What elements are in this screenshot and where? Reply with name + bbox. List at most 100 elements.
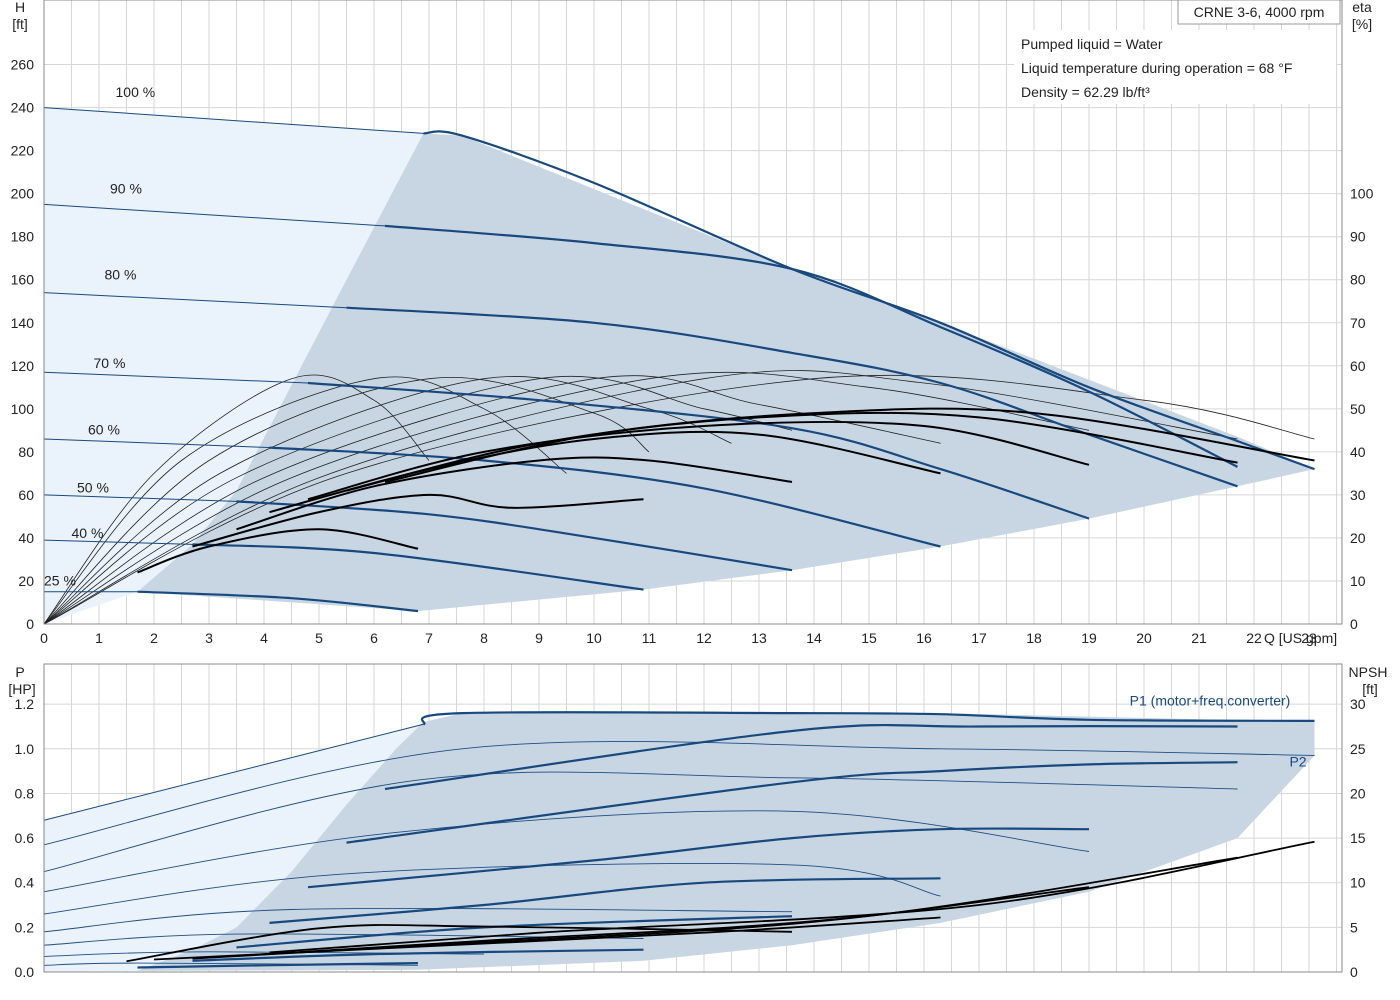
p2-curve bbox=[43, 907, 793, 933]
p1-curves bbox=[43, 711, 1315, 969]
y-tick-label: 0.0 bbox=[15, 964, 35, 980]
y2-tick-label: 100 bbox=[1350, 186, 1374, 202]
efficiency-curve bbox=[346, 411, 1238, 492]
speed-label: 60 % bbox=[88, 422, 120, 438]
x-tick-label: 20 bbox=[1136, 630, 1152, 646]
y-tick-label: 240 bbox=[11, 100, 35, 116]
npsh-y-tick-labels: 0 5 10 15 20 25 30 bbox=[1350, 696, 1366, 980]
efficiency-thin-curves bbox=[43, 370, 1315, 625]
y-tick-label: 0.2 bbox=[15, 919, 35, 935]
y-axis-label-p: P bbox=[15, 664, 24, 680]
speed-label: 90 % bbox=[110, 181, 142, 197]
x-tick-label: 12 bbox=[696, 630, 712, 646]
x-axis-label: Q [US gpm] bbox=[1264, 630, 1337, 646]
y-tick-label: 260 bbox=[11, 57, 35, 73]
head-curve-extension bbox=[43, 292, 347, 309]
head-curve bbox=[236, 500, 793, 572]
p1-curve bbox=[192, 948, 644, 962]
y-tick-label: 120 bbox=[11, 358, 35, 374]
p1-curve bbox=[307, 827, 1090, 889]
y-tick-label: 80 bbox=[18, 444, 34, 460]
p1-curve bbox=[269, 877, 941, 924]
x-tick-label: 7 bbox=[425, 630, 433, 646]
y2-tick-label: 25 bbox=[1350, 741, 1366, 757]
x-tick-label: 21 bbox=[1191, 630, 1207, 646]
efficiency-thin-curve bbox=[43, 374, 1315, 625]
power-operating-area bbox=[137, 713, 1315, 971]
y-tick-label: 160 bbox=[11, 272, 35, 288]
y2-tick-label: 30 bbox=[1350, 696, 1366, 712]
p1-curve bbox=[421, 711, 1315, 726]
y-tick-label: 0.4 bbox=[15, 875, 35, 891]
y-tick-label: 140 bbox=[11, 315, 35, 331]
y2-tick-label: 20 bbox=[1350, 530, 1366, 546]
x-tick-label: 6 bbox=[370, 630, 378, 646]
x-tick-label: 5 bbox=[315, 630, 323, 646]
power-series-labels: P1 (motor+freq.converter) P2 bbox=[1130, 692, 1307, 769]
y-axis-unit-ft: [ft] bbox=[12, 16, 28, 32]
y2-tick-label: 5 bbox=[1350, 919, 1358, 935]
x-tick-label: 3 bbox=[205, 630, 213, 646]
head-curve bbox=[346, 306, 1238, 488]
y2-tick-label: 50 bbox=[1350, 401, 1366, 417]
y2-tick-label: 0 bbox=[1350, 964, 1358, 980]
y-tick-label: 100 bbox=[11, 401, 35, 417]
p2-curve bbox=[43, 741, 1315, 846]
y2-tick-label: 40 bbox=[1350, 444, 1366, 460]
head-curve bbox=[269, 446, 941, 548]
x-tick-label: 19 bbox=[1081, 630, 1097, 646]
y2-axis-label-eta: eta bbox=[1352, 0, 1372, 15]
head-curve-extension bbox=[43, 438, 270, 449]
y-tick-label: 180 bbox=[11, 229, 35, 245]
note-liquid-temperature: Liquid temperature during operation = 68… bbox=[1021, 60, 1292, 76]
x-tick-label: 14 bbox=[806, 630, 822, 646]
power-y-tick-labels: 0.0 0.2 0.4 0.6 0.8 1.0 1.2 bbox=[15, 696, 35, 980]
y-tick-label: 20 bbox=[18, 573, 34, 589]
y2-tick-label: 0 bbox=[1350, 616, 1358, 632]
speed-label: 80 % bbox=[105, 267, 137, 283]
x-tick-label: 1 bbox=[95, 630, 103, 646]
y-tick-label: 60 bbox=[18, 487, 34, 503]
y2-axis-unit-ft: [ft] bbox=[1362, 681, 1378, 697]
speed-label: 25 % bbox=[44, 572, 76, 588]
head-extended-area bbox=[44, 107, 424, 625]
eta-y-tick-labels: 0 10 20 30 40 50 60 70 80 90 100 bbox=[1350, 186, 1374, 632]
notes-box bbox=[1014, 30, 1336, 104]
efficiency-curve bbox=[307, 420, 1090, 501]
p1-curve bbox=[346, 761, 1238, 844]
x-tick-label: 0 bbox=[40, 630, 48, 646]
head-panel-frame bbox=[43, 0, 1343, 625]
head-curve-extension bbox=[43, 107, 424, 134]
head-curve-extension bbox=[43, 539, 193, 545]
efficiency-thin-curve bbox=[43, 370, 1238, 625]
speed-label: 50 % bbox=[77, 480, 109, 496]
y2-tick-label: 80 bbox=[1350, 272, 1366, 288]
y-axis-label-h: H bbox=[15, 0, 25, 15]
y-tick-label: 220 bbox=[11, 143, 35, 159]
speed-label: 40 % bbox=[72, 525, 104, 541]
head-curve bbox=[384, 224, 1238, 468]
y-tick-label: 0.6 bbox=[15, 830, 35, 846]
y2-tick-label: 10 bbox=[1350, 875, 1366, 891]
x-tick-label: 4 bbox=[260, 630, 268, 646]
series-label: P1 (motor+freq.converter) bbox=[1130, 692, 1291, 708]
p1-curve-extension bbox=[43, 723, 424, 821]
title-box bbox=[1177, 0, 1341, 25]
x-tick-label: 17 bbox=[971, 630, 987, 646]
series-label: P2 bbox=[1289, 754, 1306, 770]
head-curve-extension bbox=[43, 371, 309, 384]
y2-tick-label: 90 bbox=[1350, 229, 1366, 245]
chart-title: CRNE 3-6, 4000 rpm bbox=[1194, 4, 1325, 20]
x-tick-label: 23 bbox=[1301, 630, 1317, 646]
npsh-curves bbox=[126, 840, 1315, 963]
speed-label: 70 % bbox=[94, 355, 126, 371]
efficiency-thin-curve bbox=[43, 375, 793, 625]
efficiency-curve bbox=[192, 493, 644, 548]
x-tick-label: 22 bbox=[1246, 630, 1262, 646]
efficiency-curve bbox=[236, 456, 793, 531]
y-tick-label: 200 bbox=[11, 186, 35, 202]
x-tick-label: 16 bbox=[916, 630, 932, 646]
note-density: Density = 62.29 lb/ft³ bbox=[1021, 84, 1150, 100]
efficiency-curve bbox=[384, 407, 1315, 483]
x-tick-label: 2 bbox=[150, 630, 158, 646]
